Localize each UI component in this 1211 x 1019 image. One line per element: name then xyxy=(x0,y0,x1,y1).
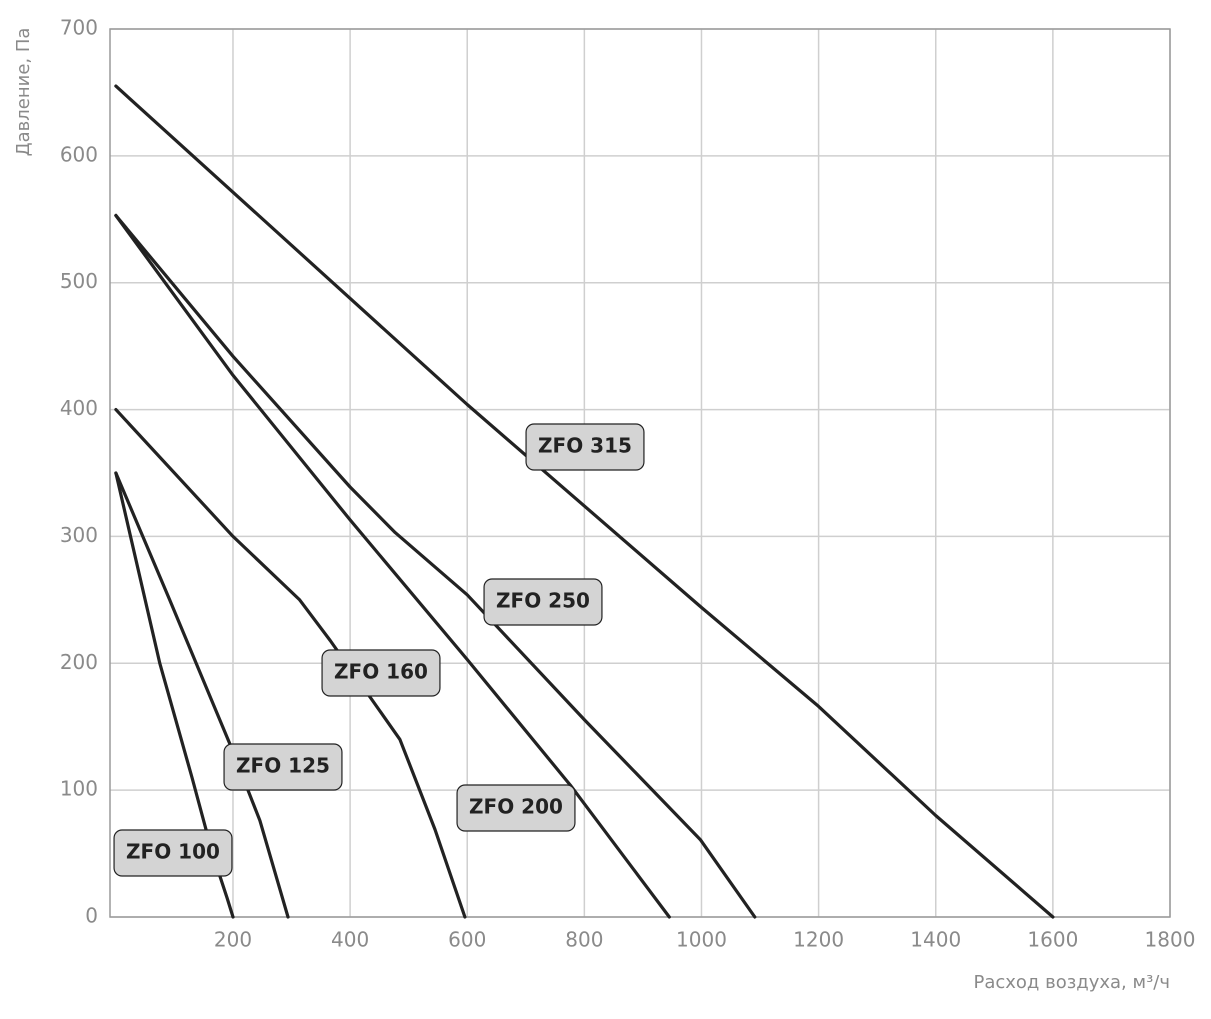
y-tick-label: 300 xyxy=(60,523,98,547)
label-box xyxy=(525,423,645,471)
y-tick-label: 600 xyxy=(60,142,98,166)
y-tick-label: 100 xyxy=(60,777,98,801)
series-line xyxy=(114,213,757,919)
y-tick-label: 500 xyxy=(60,269,98,293)
y-tick-label: 200 xyxy=(60,650,98,674)
label-box xyxy=(483,578,603,626)
series-label: ZFO 160 xyxy=(321,649,441,697)
plot-frame xyxy=(109,28,1171,918)
x-tick-label: 1400 xyxy=(910,928,961,952)
x-tick-label: 1600 xyxy=(1027,928,1078,952)
series-label-text: ZFO 160 xyxy=(334,660,428,684)
series-line xyxy=(114,471,235,919)
series-label: ZFO 125 xyxy=(223,743,343,791)
label-box xyxy=(223,743,343,791)
series-label: ZFO 100 xyxy=(113,829,233,877)
x-tick-label: 200 xyxy=(214,928,252,952)
series-label: ZFO 200 xyxy=(456,784,576,832)
series-label-text: ZFO 125 xyxy=(236,754,330,778)
series-label: ZFO 250 xyxy=(483,578,603,626)
series-label-text: ZFO 250 xyxy=(496,589,590,613)
series-label-text: ZFO 315 xyxy=(538,434,632,458)
y-tick-label: 400 xyxy=(60,396,98,420)
series-line xyxy=(114,408,467,919)
series-label-text: ZFO 100 xyxy=(126,840,220,864)
label-box xyxy=(113,829,233,877)
x-tick-label: 400 xyxy=(331,928,369,952)
y-tick-label: 700 xyxy=(60,16,98,40)
x-tick-label: 1800 xyxy=(1145,928,1196,952)
x-tick-label: 800 xyxy=(565,928,603,952)
x-tick-label: 1200 xyxy=(793,928,844,952)
series-line xyxy=(114,84,1055,919)
series-label-text: ZFO 200 xyxy=(469,795,563,819)
series-line xyxy=(114,213,671,919)
x-tick-label: 1000 xyxy=(676,928,727,952)
label-box xyxy=(321,649,441,697)
x-tick-label: 600 xyxy=(448,928,486,952)
label-box xyxy=(456,784,576,832)
x-axis-title: Расход воздуха, м³/ч xyxy=(973,972,1170,993)
series-label: ZFO 315 xyxy=(525,423,645,471)
y-tick-label: 0 xyxy=(85,904,98,928)
y-axis-title: Давление, Па xyxy=(13,28,34,157)
